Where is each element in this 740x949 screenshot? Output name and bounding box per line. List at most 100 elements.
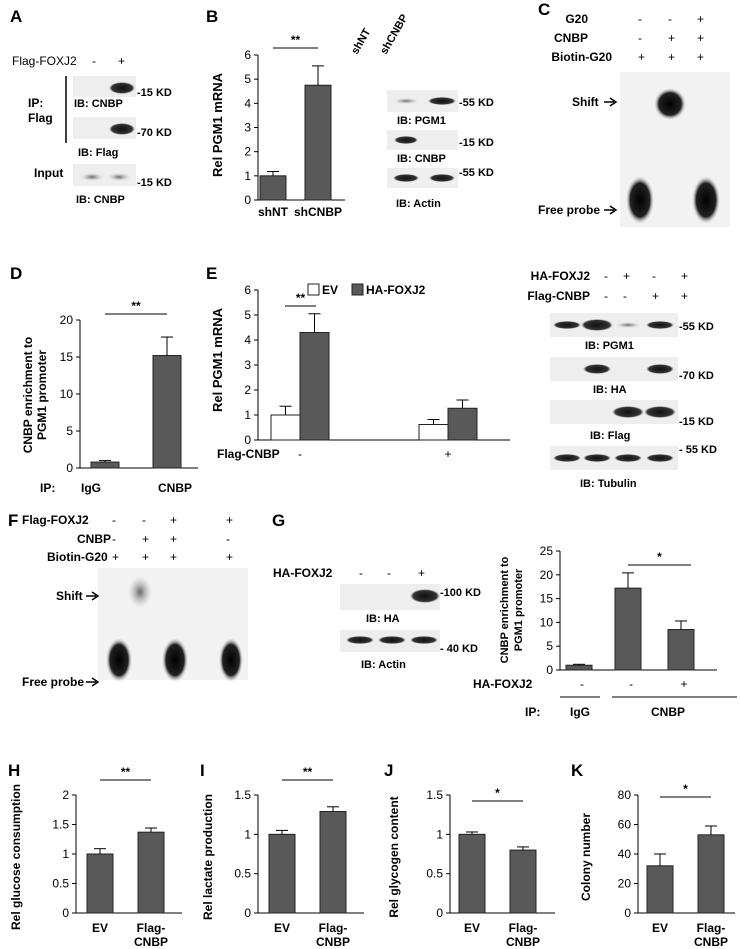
y-tick-label: 3 (244, 121, 251, 135)
mw-e4: - 55 KD (679, 444, 717, 456)
y-tick-label: 25 (540, 544, 554, 558)
sign: - (638, 12, 642, 26)
bar (447, 407, 478, 441)
shift-label: Shift (572, 95, 599, 109)
band (553, 321, 581, 329)
ha-sign: - (629, 677, 633, 691)
panel-f: F Flag-FOXJ2 CNBP Biotin-G20 - - + + - +… (8, 511, 248, 689)
chart-k: 0 20 40 60 80 Colony number EV Flag-CNBP * (579, 782, 735, 949)
y-tick-label: 80 (618, 788, 632, 802)
emsa-f-row-3: Biotin-G20 (47, 550, 108, 564)
band (410, 636, 438, 644)
x-category-label: Flag- (509, 921, 538, 935)
sign: + (681, 289, 688, 303)
panel-e: E 0 1 2 3 4 5 6 Rel PGM1 mRNA EV HA-FOXJ2 ** Flag-C… (206, 264, 717, 490)
shift-band (128, 576, 152, 608)
y-axis-label-line-1: CNBP enrichment to (21, 337, 35, 453)
bar (304, 84, 332, 201)
sign: + (418, 566, 425, 580)
bar (697, 834, 725, 914)
lane-b-2: shCNBP (378, 12, 410, 56)
ib-e3: IB: Flag (590, 430, 630, 442)
x-category-label: shCNBP (294, 205, 342, 219)
emsa-f-row-2: CNBP (77, 532, 111, 546)
sign: + (226, 513, 233, 527)
ib-b1: IB: PGM1 (397, 115, 446, 127)
chart-i: 0 0.5 1 1.5 Rel lactate production EV Flag-CNB… (201, 765, 364, 949)
arrow-icon (609, 97, 618, 107)
band (378, 636, 406, 644)
band (646, 454, 674, 462)
y-tick-label: 4 (244, 96, 251, 110)
y-tick-label: 10 (60, 387, 74, 401)
ip-label: IP: (525, 705, 540, 719)
y-axis-label: Rel PGM1 mRNA (210, 72, 225, 177)
sign: + (668, 50, 675, 64)
y-tick-label: 10 (540, 615, 554, 629)
chart-h: 0 0.5 1 1.5 2 Rel glucose consumption EV Flag-C… (9, 765, 182, 949)
significance-label: ** (303, 765, 313, 779)
ib-b2: IB: CNBP (397, 153, 446, 165)
y-tick-label: 20 (540, 568, 554, 582)
ha-label: HA-FOXJ2 (473, 677, 533, 691)
sign: - (142, 513, 146, 527)
e-blot-row-2: Flag-CNBP (527, 289, 590, 303)
free-probe-label: Free probe (538, 203, 600, 217)
x-category-label: CNBP (158, 481, 192, 495)
sign: - (604, 289, 608, 303)
sign: + (623, 269, 630, 283)
band (646, 364, 674, 374)
ib-b3: IB: Actin (396, 198, 441, 210)
significance-label: ** (131, 299, 141, 313)
g-ha-label: HA-FOXJ2 (273, 566, 333, 580)
e-blot-row-1: HA-FOXJ2 (531, 269, 591, 283)
chart-b: 0 1 2 3 4 5 6 Rel PGM1 mRNA shNT shCNBP ** (210, 33, 345, 219)
x-category-label: EV (652, 921, 668, 935)
y-tick-label: 4 (244, 333, 251, 347)
y-tick-label: 1 (244, 408, 251, 422)
band (612, 406, 644, 418)
band (616, 322, 640, 328)
y-axis-label-line-2: PGM1 promoter (513, 568, 525, 651)
free-probe-band (626, 176, 654, 224)
blot-b3 (387, 168, 458, 188)
panel-letter-f: F (8, 511, 18, 530)
panel-letter-k: K (571, 761, 584, 780)
y-tick-label: 1.5 (234, 788, 251, 802)
x-category-label: IgG (81, 481, 101, 495)
significance-label: ** (291, 33, 301, 47)
bar (319, 811, 347, 914)
ib-e4: IB: Tubulin (580, 478, 637, 490)
legend-swatch (307, 283, 320, 296)
sign: + (681, 269, 688, 283)
bar (614, 587, 642, 671)
ha-sign: - (580, 677, 584, 691)
ib-e2: IB: HA (593, 384, 627, 396)
x-category-label: EV (464, 921, 480, 935)
panel-letter-b: B (206, 7, 218, 26)
arrow-icon (91, 677, 100, 687)
bar (137, 831, 165, 914)
band (81, 173, 103, 181)
y-tick-label: 6 (244, 48, 251, 62)
y-tick-label: 1 (436, 827, 443, 841)
chart-d: 0 5 10 15 20 CNBP enrichment to PGM1 promoter I… (21, 299, 198, 495)
mw-b2: -15 KD (459, 137, 494, 149)
sign: + (112, 550, 119, 564)
y-axis-label: Rel PGM1 mRNA (210, 307, 225, 412)
bar (458, 833, 486, 914)
panel-letter-j: J (384, 761, 393, 780)
y-tick-label: 0 (244, 433, 251, 447)
sign: + (652, 289, 659, 303)
panel-letter-h: H (8, 761, 20, 780)
legend-label: EV (322, 283, 338, 297)
y-tick-label: 0.5 (426, 867, 443, 881)
sign: + (697, 12, 704, 26)
bar (152, 355, 182, 469)
chart-e: 0 1 2 3 4 5 6 Rel PGM1 mRNA EV HA-FOXJ2 ** Flag-CNB… (210, 283, 510, 461)
bar (565, 664, 593, 671)
ib-a1: IB: CNBP (74, 98, 123, 110)
y-tick-label: 0 (244, 906, 251, 920)
